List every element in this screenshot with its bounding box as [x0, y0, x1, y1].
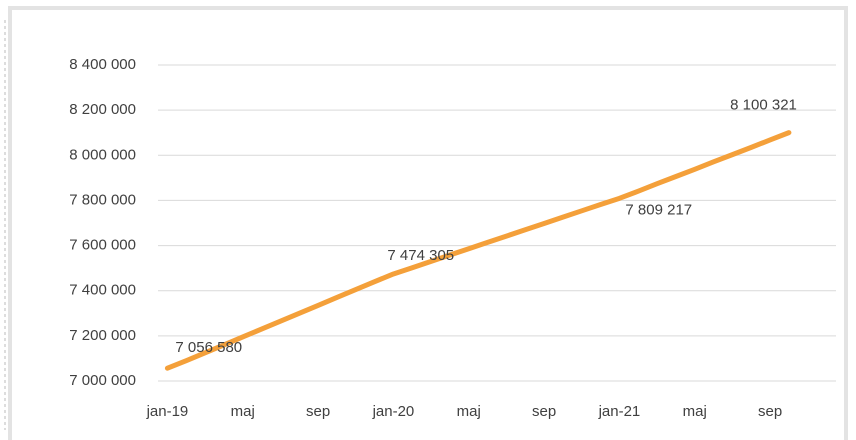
- x-tick-label: jan-21: [598, 403, 641, 420]
- y-tick-label: 7 400 000: [69, 282, 136, 299]
- x-tick-label: maj: [683, 403, 707, 420]
- y-tick-label: 7 000 000: [69, 372, 136, 389]
- x-tick-label: jan-19: [146, 403, 189, 420]
- y-tick-label: 8 000 000: [69, 146, 136, 163]
- y-tick-label: 7 600 000: [69, 237, 136, 254]
- x-tick-label: sep: [532, 403, 556, 420]
- chart-frame: [8, 6, 848, 440]
- y-tick-label: 7 200 000: [69, 327, 136, 344]
- data-label: 7 056 580: [175, 339, 242, 356]
- y-tick-label: 7 800 000: [69, 191, 136, 208]
- data-label: 7 809 217: [625, 201, 692, 218]
- line: [164, 130, 792, 371]
- y-tick-label: 8 200 000: [69, 101, 136, 118]
- y-tick-label: 8 400 000: [69, 56, 136, 73]
- x-tick-label: maj: [231, 403, 255, 420]
- x-tick-label: jan-20: [372, 403, 415, 420]
- x-tick-label: sep: [758, 403, 782, 420]
- data-label: 7 474 305: [387, 247, 454, 264]
- x-tick-label: sep: [306, 403, 330, 420]
- x-tick-label: maj: [457, 403, 481, 420]
- data-label: 8 100 321: [730, 97, 797, 114]
